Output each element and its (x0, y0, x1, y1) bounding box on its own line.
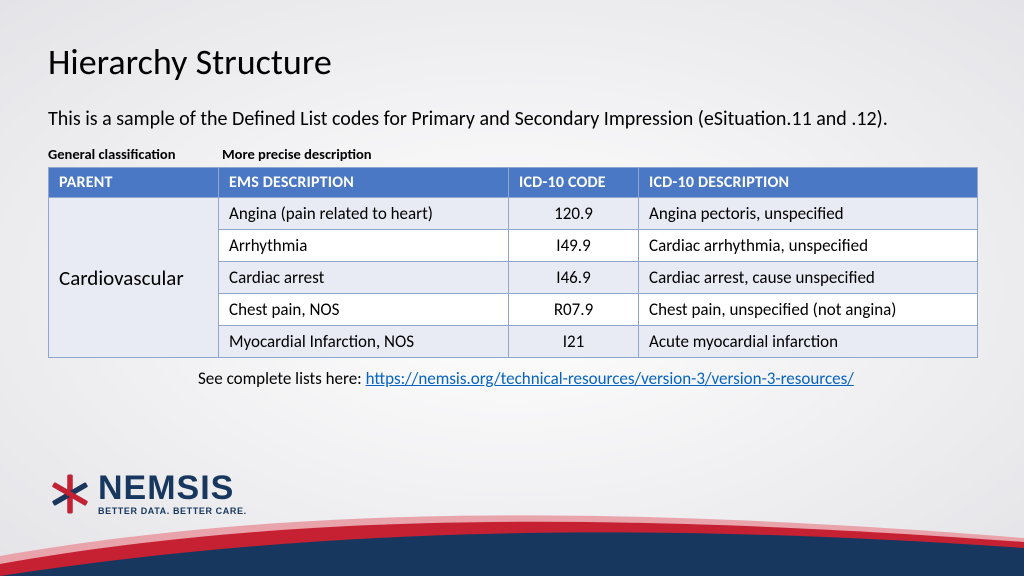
table-row: CardiovascularAngina (pain related to he… (49, 198, 978, 230)
footnote-link[interactable]: https://nemsis.org/technical-resources/v… (366, 368, 854, 389)
ems-cell: Angina (pain related to heart) (219, 198, 509, 230)
table-header: PARENT (49, 168, 219, 198)
footnote-prefix: See complete lists here: (198, 368, 366, 389)
code-cell: 120.9 (509, 198, 639, 230)
code-cell: I21 (509, 326, 639, 358)
ems-cell: Chest pain, NOS (219, 294, 509, 326)
table-header: EMS DESCRIPTION (219, 168, 509, 198)
column-hints: General classification More precise desc… (48, 145, 976, 163)
logo-tagline: BETTER DATA. BETTER CARE. (98, 507, 247, 516)
desc-cell: Cardiac arrest, cause unspecified (639, 262, 978, 294)
ems-cell: Myocardial Infarction, NOS (219, 326, 509, 358)
hint-precise: More precise description (222, 145, 372, 163)
code-cell: R07.9 (509, 294, 639, 326)
hint-general: General classification (48, 145, 222, 163)
desc-cell: Chest pain, unspecified (not angina) (639, 294, 978, 326)
ems-cell: Arrhythmia (219, 230, 509, 262)
logo-word: NEMSIS (98, 471, 247, 505)
desc-cell: Acute myocardial infarction (639, 326, 978, 358)
ems-cell: Cardiac arrest (219, 262, 509, 294)
desc-cell: Cardiac arrhythmia, unspecified (639, 230, 978, 262)
nemsis-logo: NEMSIS BETTER DATA. BETTER CARE. (48, 471, 247, 516)
parent-cell: Cardiovascular (49, 198, 219, 358)
table-header: ICD-10 DESCRIPTION (639, 168, 978, 198)
codes-table: PARENTEMS DESCRIPTIONICD-10 CODEICD-10 D… (48, 167, 978, 358)
table-header: ICD-10 CODE (509, 168, 639, 198)
code-cell: I49.9 (509, 230, 639, 262)
star-of-life-icon (48, 472, 92, 516)
code-cell: I46.9 (509, 262, 639, 294)
footnote: See complete lists here: https://nemsis.… (198, 368, 976, 389)
desc-cell: Angina pectoris, unspecified (639, 198, 978, 230)
subtitle: This is a sample of the Defined List cod… (48, 106, 976, 133)
page-title: Hierarchy Structure (48, 40, 976, 84)
